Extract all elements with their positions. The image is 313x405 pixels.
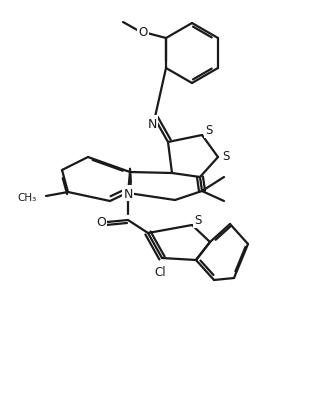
Text: N: N <box>147 117 157 130</box>
Text: O: O <box>138 26 148 39</box>
Text: O: O <box>96 216 106 229</box>
Text: CH₃: CH₃ <box>18 192 37 202</box>
Text: S: S <box>205 124 213 137</box>
Text: Cl: Cl <box>154 266 166 279</box>
Text: S: S <box>222 149 230 162</box>
Text: N: N <box>123 187 133 200</box>
Text: S: S <box>194 214 202 227</box>
